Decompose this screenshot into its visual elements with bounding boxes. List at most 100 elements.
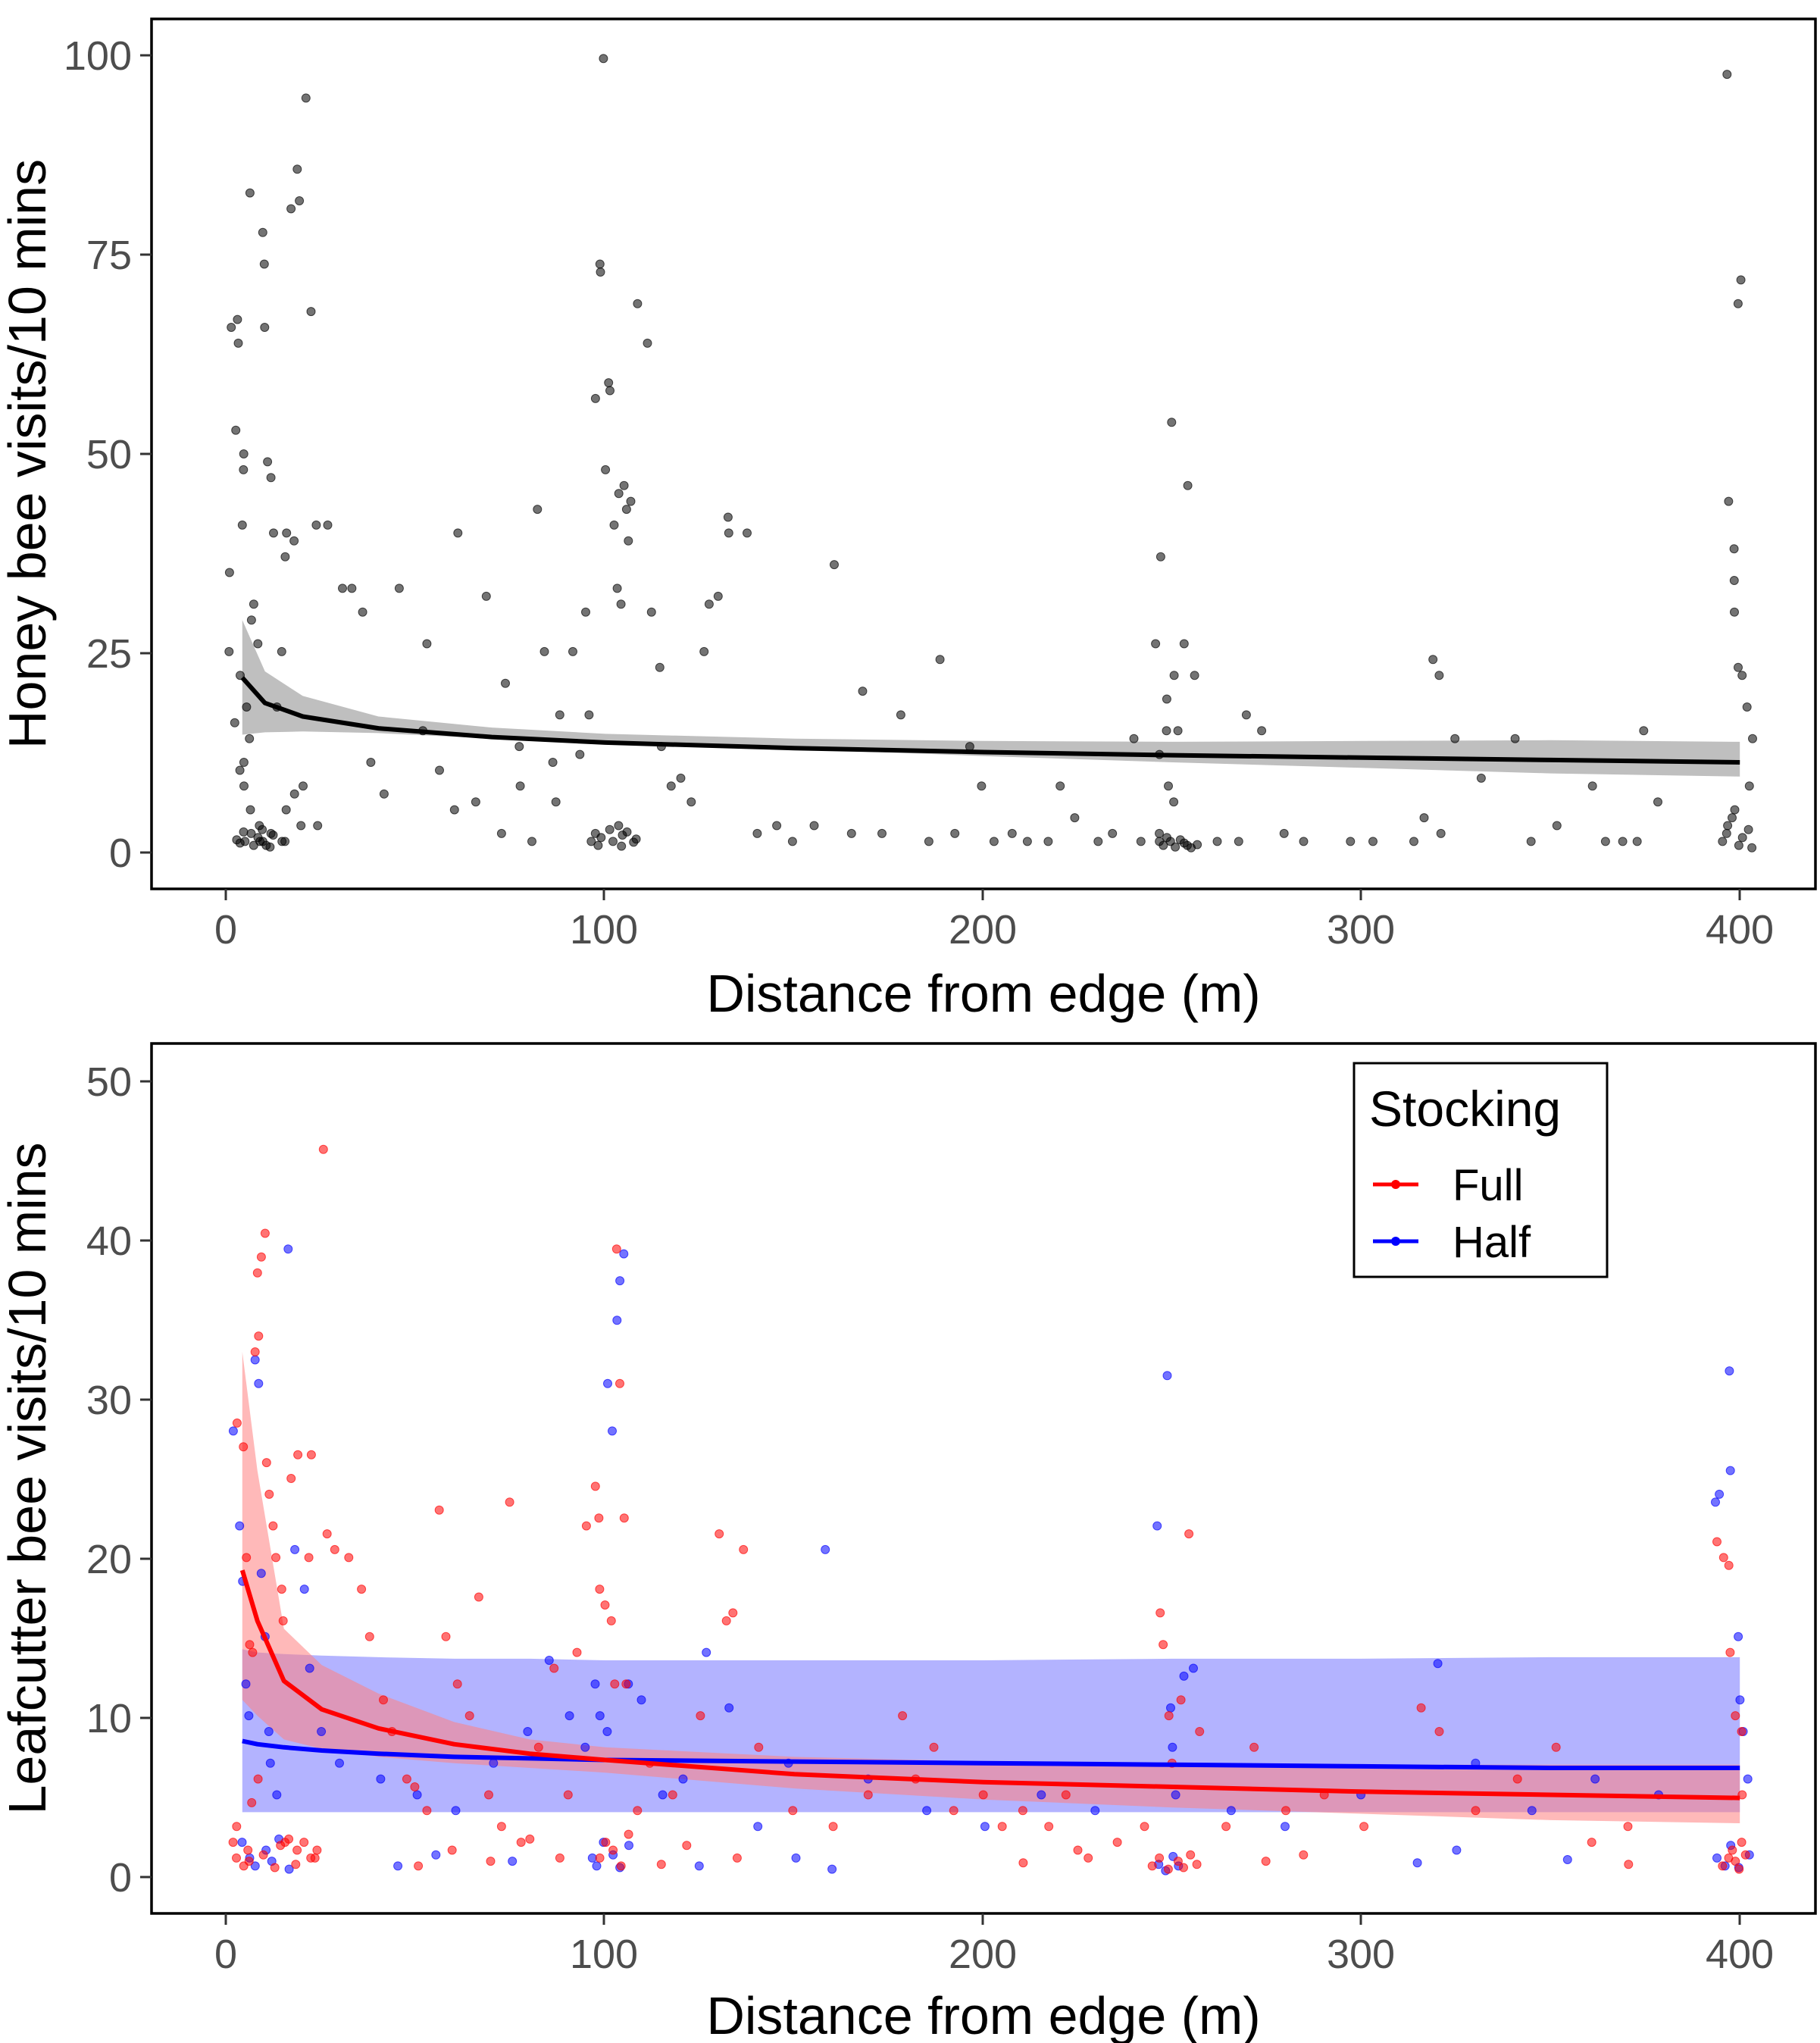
honey-data-point: [896, 710, 905, 720]
full-data-point: [739, 1544, 749, 1554]
honey-data-point: [1742, 702, 1752, 712]
full-data-point: [441, 1632, 451, 1641]
honey-data-point: [1618, 837, 1628, 846]
honey-x-tick-label: 100: [570, 907, 638, 953]
legend-label-half: Half: [1453, 1218, 1531, 1267]
honey-data-point: [266, 473, 276, 483]
honey-data-point: [1729, 544, 1739, 554]
honey-data-point: [1043, 837, 1053, 846]
full-data-point: [525, 1834, 535, 1844]
full-data-point: [248, 1647, 258, 1657]
honey-data-point: [1737, 671, 1747, 680]
honey-data-point: [1179, 639, 1189, 649]
full-data-point: [276, 1841, 286, 1851]
full-data-point: [496, 1822, 506, 1832]
honey-data-point: [877, 828, 887, 838]
full-data-point: [732, 1853, 742, 1863]
honey-data-point: [977, 781, 987, 791]
full-data-point: [232, 1853, 241, 1863]
honey-data-point: [1169, 671, 1179, 680]
honey-data-point: [258, 227, 267, 237]
leafcutter-x-tick-label: 100: [570, 1932, 638, 1977]
honey-data-point: [586, 837, 596, 846]
full-data-point: [344, 1553, 354, 1563]
honey-data-point: [935, 655, 945, 665]
half-data-point: [922, 1806, 932, 1816]
half-data-point: [544, 1656, 554, 1665]
full-data-point: [615, 1378, 624, 1388]
honey-data-point: [280, 552, 290, 562]
honey-data-point: [1409, 837, 1418, 846]
honey-data-point: [1007, 828, 1017, 838]
full-data-point: [268, 1521, 278, 1531]
half-data-point: [1715, 1489, 1725, 1499]
full-data-point: [715, 1529, 724, 1539]
full-data-point: [1718, 1553, 1728, 1563]
honey-data-point: [224, 568, 234, 577]
half-data-point: [235, 1521, 245, 1531]
honey-data-point: [1190, 671, 1199, 680]
honey-data-point: [604, 378, 614, 388]
honey-data-point: [471, 797, 480, 807]
honey-data-point: [239, 449, 249, 458]
honey-data-point: [453, 528, 463, 538]
full-data-point: [1587, 1838, 1596, 1847]
full-data-point: [252, 1268, 262, 1278]
full-data-point: [1195, 1727, 1205, 1736]
honey-x-axis: 0 100 200 300 400: [214, 889, 1774, 953]
honey-data-point: [233, 338, 243, 348]
honey-data-point: [1723, 821, 1733, 831]
full-data-point: [258, 1850, 268, 1860]
full-data-point: [1434, 1727, 1444, 1736]
honey-data-point: [643, 338, 652, 348]
honey-data-point: [752, 828, 762, 838]
half-data-point: [299, 1585, 309, 1594]
honey-data-point: [323, 520, 333, 530]
honey-data-point: [609, 520, 619, 530]
full-data-point: [1624, 1860, 1634, 1869]
full-data-point: [1155, 1608, 1165, 1618]
honey-data-point: [614, 821, 624, 831]
half-data-point: [624, 1841, 633, 1851]
full-data-point: [312, 1845, 322, 1855]
honey-data-point: [616, 599, 626, 609]
legend-item-full: Full: [1373, 1161, 1523, 1210]
honey-data-point: [347, 583, 357, 593]
full-data-point: [754, 1742, 764, 1752]
honey-fit-line: [240, 676, 1740, 765]
half-data-point: [250, 1861, 260, 1871]
leafcutter-y-axis: 0 10 20 30 40 50: [86, 1059, 152, 1901]
honey-data-point: [772, 821, 782, 831]
full-data-point: [1471, 1806, 1481, 1816]
honey-data-point: [1093, 837, 1103, 846]
honey-data-point: [514, 742, 524, 752]
half-data-point: [980, 1822, 990, 1832]
full-data-point: [277, 1585, 286, 1594]
half-data-point: [1712, 1853, 1721, 1863]
half-data-point: [1711, 1497, 1720, 1507]
honey-data-point: [292, 164, 302, 174]
honey-x-tick-label: 0: [214, 907, 237, 953]
full-data-point: [322, 1529, 332, 1539]
honey-data-point: [224, 646, 234, 656]
full-data-point: [299, 1838, 309, 1847]
full-data-point: [1718, 1861, 1728, 1871]
full-data-point: [1359, 1822, 1369, 1832]
honey-data-point: [548, 758, 558, 767]
full-data-point: [633, 1806, 643, 1816]
half-data-point: [412, 1790, 422, 1800]
full-data-point: [447, 1845, 457, 1855]
honey-data-point: [595, 259, 605, 269]
leafcutter-fit-lines: [239, 1569, 1740, 1801]
honey-data-point: [227, 323, 236, 332]
full-data-point: [357, 1585, 367, 1594]
half-data-point: [753, 1822, 763, 1832]
full-data-point: [410, 1782, 420, 1791]
honey-data-point: [379, 789, 389, 799]
half-data-point: [590, 1679, 600, 1689]
full-data-point: [261, 1458, 271, 1468]
honey-data-point: [1279, 828, 1289, 838]
honey-data-point: [686, 797, 696, 807]
full-data-point: [949, 1806, 958, 1816]
